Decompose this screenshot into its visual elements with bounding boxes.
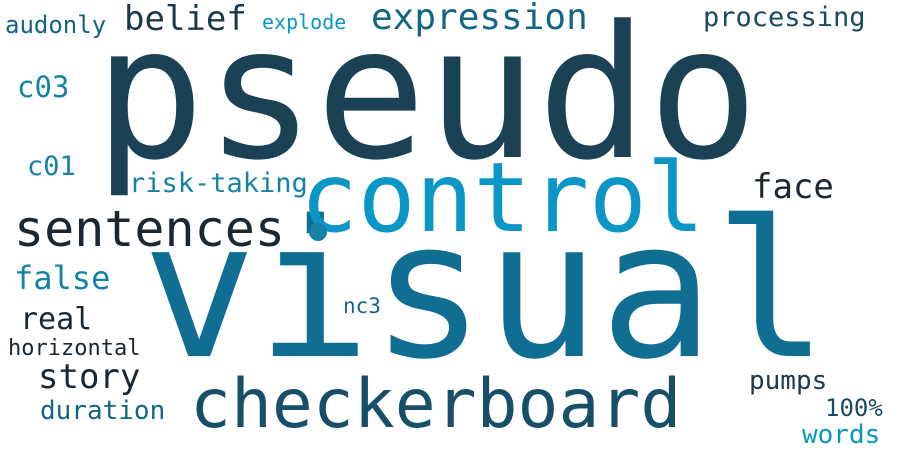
word-pumps: pumps xyxy=(749,366,828,396)
word-c01: c01 xyxy=(27,151,76,182)
word-story: story xyxy=(38,357,141,397)
word-pseudo: pseudo xyxy=(94,0,759,201)
word-risk-taking: risk-taking xyxy=(129,168,308,199)
word-horizontal: horizontal xyxy=(8,336,141,361)
word-false: false xyxy=(14,259,111,297)
word-control: control xyxy=(300,142,705,254)
word-100-percent: 100% xyxy=(825,394,883,422)
word-sentences: sentences xyxy=(14,200,285,258)
word-processing: processing xyxy=(703,2,866,33)
word-duration: duration xyxy=(40,396,166,426)
word-expression: expression xyxy=(371,0,588,38)
word-audonly: audonly xyxy=(5,11,107,39)
word-c03: c03 xyxy=(17,70,70,104)
word-real: real xyxy=(20,302,93,337)
word-nc3: nc3 xyxy=(343,294,381,318)
word-face: face xyxy=(752,167,834,207)
word-words: words xyxy=(802,420,881,450)
word-visual: visual xyxy=(142,180,829,401)
word-explode: explode xyxy=(262,10,347,34)
word-checkerboard: checkerboard xyxy=(190,365,682,444)
word-belief: belief xyxy=(124,0,247,39)
